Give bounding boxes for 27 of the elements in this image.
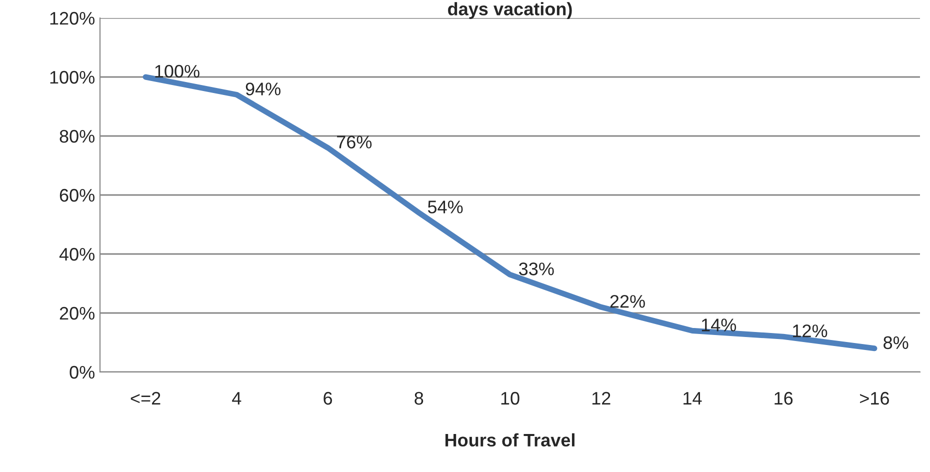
y-tick-label: 20% [60,306,94,320]
chart-title: days vacation) [448,2,572,19]
x-tick-label: 6 [324,392,332,405]
data-label: 94% [246,82,280,96]
data-label: 22% [610,294,645,308]
x-axis-title: Hours of Travel [445,433,574,447]
data-label: 76% [337,136,372,148]
x-tick-label: <=2 [130,392,160,405]
data-label: 54% [428,200,463,214]
data-label: 14% [702,318,736,332]
x-tick-label: 10 [501,392,520,405]
x-tick-label: 8 [414,392,424,405]
y-tick-label: 40% [59,248,94,261]
data-label: 12% [793,324,828,338]
x-tick-label: 12 [592,392,610,405]
data-label: 8% [884,336,908,350]
x-tick-label: >16 [860,392,889,405]
y-tick-label: 100% [50,70,94,84]
x-tick-label: 4 [232,392,242,405]
y-tick-label: 120% [50,12,94,25]
x-tick-label: 14 [684,392,702,405]
y-tick-label: 0% [70,366,94,379]
x-tick-label: 16 [774,392,793,405]
y-tick-label: 80% [60,130,94,143]
data-label: 33% [519,262,554,276]
data-label: 100% [155,64,200,78]
y-tick-label: 60% [60,188,94,202]
